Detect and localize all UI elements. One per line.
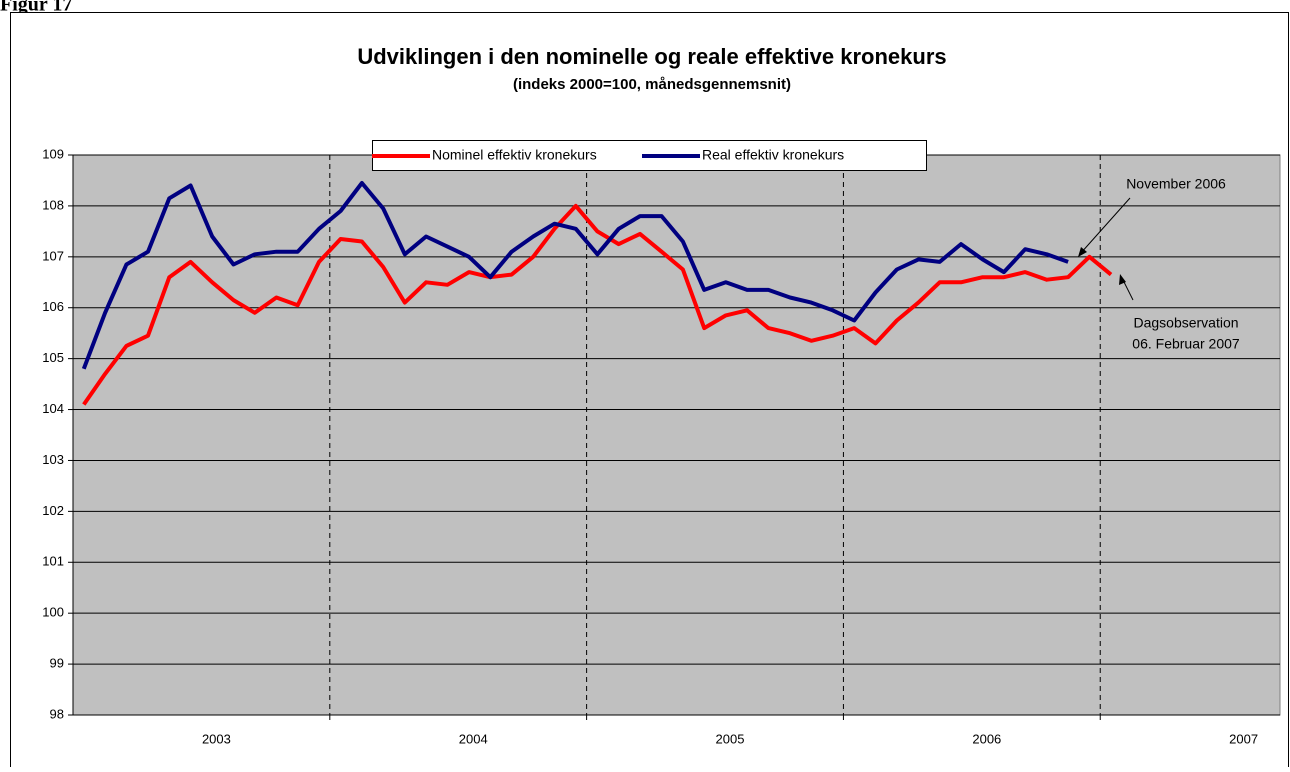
arrow-head (1078, 247, 1087, 257)
y-tick-label: 100 (42, 605, 64, 620)
annotation: Dagsobservation (1133, 315, 1238, 331)
annotation: 06. Februar 2007 (1132, 336, 1240, 352)
plot: 98 99 100 101 102 103 104 105 106 107 108 109 2003 20… (42, 146, 1281, 746)
y-tick-label: 104 (42, 401, 64, 416)
legend-label: Nominel effektiv kronekurs (432, 147, 597, 163)
figure-label: Figur 17 (0, 0, 72, 16)
x-tick-label: 2003 (202, 731, 231, 746)
y-tick-label: 105 (42, 350, 64, 365)
annotation: November 2006 (1126, 176, 1226, 192)
y-tick-label: 108 (42, 197, 64, 212)
arrow-head (1119, 274, 1126, 285)
x-tick-label: 2007 (1229, 731, 1258, 746)
y-tick-label: 98 (50, 706, 64, 721)
x-tick-label: 2005 (716, 731, 745, 746)
y-tick-label: 109 (42, 146, 64, 161)
series-line (82, 203, 1113, 406)
y-tick-label: 101 (42, 554, 64, 569)
chart-subtitle: (indeks 2000=100, månedsgennemsnit) (513, 76, 791, 93)
legend-label: Real effektiv kronekurs (702, 147, 844, 163)
y-tick-label: 106 (42, 299, 64, 314)
series-line (81, 181, 1069, 370)
chart-title: Udviklingen i den nominelle og reale eff… (357, 44, 946, 69)
legend: Nominel effektiv kronekurs Real effektiv … (372, 140, 927, 171)
y-tick-label: 99 (50, 656, 64, 671)
plot-area (72, 154, 1281, 716)
annotation-arrow (1079, 197, 1131, 255)
y-tick-label: 107 (42, 248, 64, 263)
x-tick-label: 2004 (459, 731, 488, 746)
y-tick-label: 102 (42, 503, 64, 518)
y-tick-label: 103 (42, 452, 64, 467)
x-tick-label: 2006 (972, 731, 1001, 746)
